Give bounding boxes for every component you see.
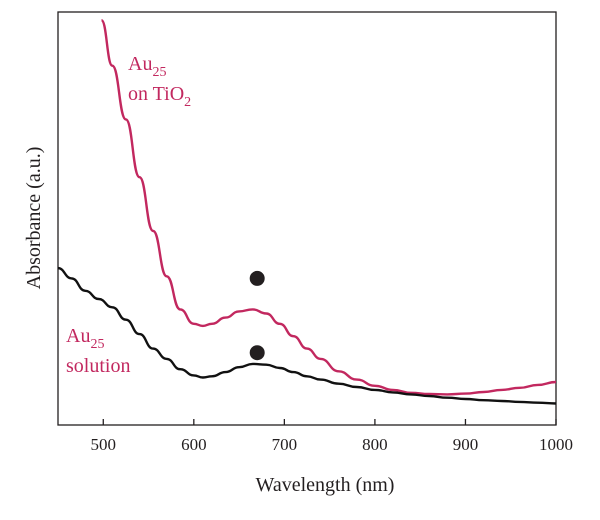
series-label-au25-tio2: Au25 [128,53,166,80]
series-line-au25-tio2 [100,19,557,396]
series-label-au25-tio2-line2: on TiO2 [128,83,191,110]
x-tick-label: 600 [181,435,207,454]
x-tick-label: 1000 [539,435,573,454]
series-label-au25-solution-line2: solution [66,355,130,377]
series-label-au25-solution: Au25 [66,325,104,352]
series-line-au25-solution [57,266,557,405]
series-layer [57,19,557,405]
y-axis-title: Absorbance (a.u.) [23,147,45,290]
x-tick-label: 800 [362,435,388,454]
plot-frame [57,11,557,426]
x-ticks: 500 600 700 800 900 1000 [91,419,573,454]
x-tick-label: 500 [91,435,117,454]
x-tick-label: 900 [453,435,479,454]
marker-layer [249,270,265,361]
peak-marker [249,270,265,286]
x-axis-title: Wavelength (nm) [256,474,395,496]
x-tick-label: 700 [272,435,298,454]
peak-marker [249,345,265,361]
